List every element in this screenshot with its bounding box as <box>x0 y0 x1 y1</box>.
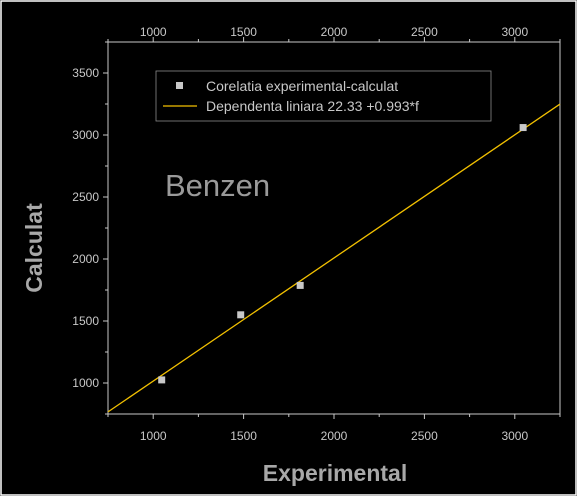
x-tick-label: 3000 <box>501 429 528 443</box>
x-top-tick-label: 2000 <box>321 25 348 39</box>
data-point <box>519 124 527 132</box>
x-top-tick-label: 2500 <box>411 25 438 39</box>
y-tick-label: 3000 <box>72 128 99 142</box>
legend: Corelatia experimental-calculat Dependen… <box>155 70 492 122</box>
data-point <box>158 376 166 384</box>
y-tick-label: 1000 <box>72 376 99 390</box>
y-tick-label: 1500 <box>72 314 99 328</box>
legend-label-scatter: Corelatia experimental-calculat <box>206 78 398 94</box>
annotation-label: Benzen <box>165 168 270 203</box>
data-point <box>296 281 304 289</box>
data-points <box>158 124 527 384</box>
bottom-axis-ticks: 1000 1500 2000 2500 3000 <box>107 414 561 443</box>
x-tick-label: 1500 <box>230 429 257 443</box>
fit-line-group <box>107 103 561 413</box>
x-tick-label: 1000 <box>140 429 167 443</box>
x-tick-label: 2000 <box>321 429 348 443</box>
x-top-tick-label: 3000 <box>501 25 528 39</box>
top-axis-ticks: 1000 1500 2000 2500 3000 <box>107 25 561 42</box>
y-tick-label: 3500 <box>72 66 99 80</box>
x-tick-label: 2500 <box>411 429 438 443</box>
x-axis-title: Experimental <box>263 460 407 486</box>
left-axis-ticks: 1000 1500 2000 2500 3000 3500 <box>72 41 108 415</box>
y-axis-title: Calculat <box>21 203 47 293</box>
data-point <box>237 311 245 319</box>
fit-line <box>107 103 561 413</box>
legend-box <box>155 70 492 122</box>
legend-label-line: Dependenta liniara 22.33 +0.993*f <box>206 98 419 114</box>
y-tick-label: 2500 <box>72 190 99 204</box>
legend-marker-scatter <box>176 82 183 89</box>
x-top-tick-label: 1500 <box>230 25 257 39</box>
x-top-tick-label: 1000 <box>140 25 167 39</box>
y-tick-label: 2000 <box>72 252 99 266</box>
